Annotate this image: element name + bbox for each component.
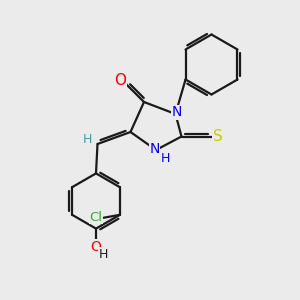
Text: Cl: Cl <box>89 211 102 224</box>
Text: O: O <box>90 240 101 254</box>
Text: O: O <box>115 73 127 88</box>
Text: S: S <box>213 129 223 144</box>
Text: N: N <box>149 142 160 156</box>
Text: H: H <box>99 248 108 261</box>
Text: H: H <box>160 152 170 166</box>
Text: H: H <box>83 133 93 146</box>
Text: N: N <box>172 106 182 119</box>
